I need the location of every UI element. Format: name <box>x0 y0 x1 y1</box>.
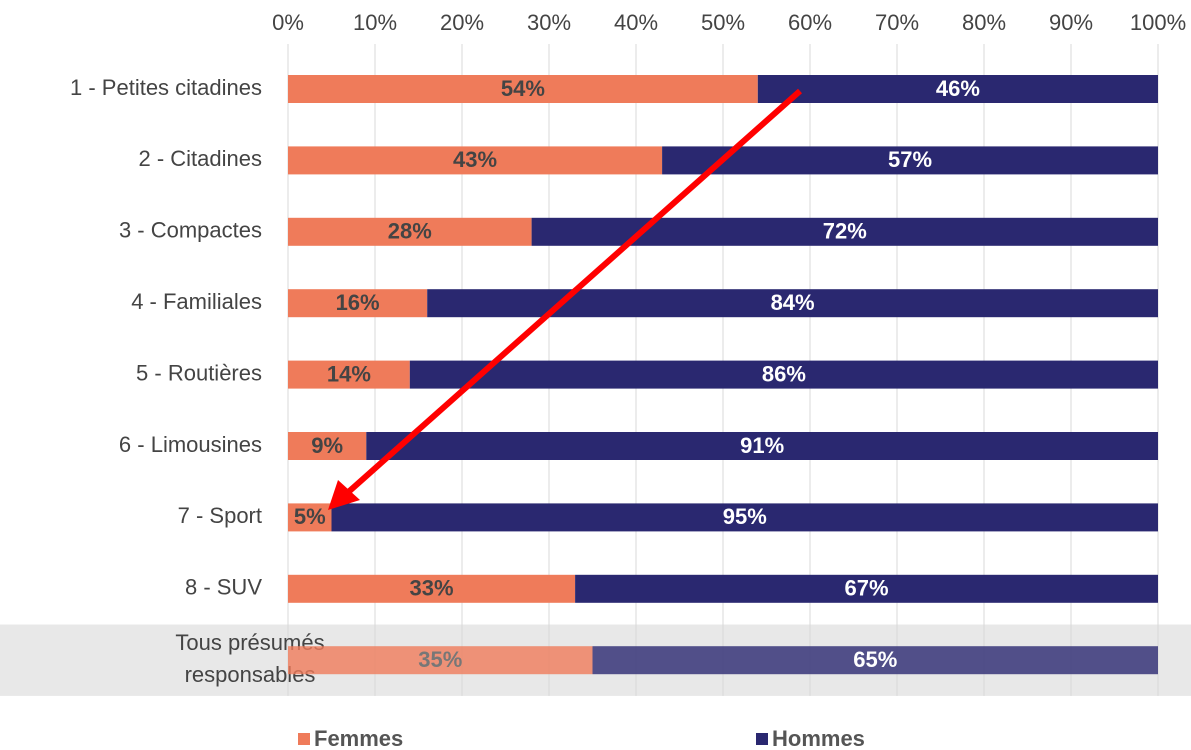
data-label: 54% <box>501 76 545 101</box>
bar-segment <box>366 432 1158 460</box>
bar-segment <box>288 289 428 318</box>
y-tick-label: 4 - Familiales <box>131 289 262 314</box>
bar-segment <box>288 217 532 246</box>
legend-swatch <box>756 733 768 745</box>
data-label: 91% <box>740 433 784 458</box>
bar-segment <box>288 146 663 175</box>
y-tick-label: 2 - Citadines <box>138 146 262 171</box>
y-tick-label: 3 - Compactes <box>119 218 262 243</box>
bar-segment <box>575 574 1158 603</box>
bar-segment <box>409 360 1158 389</box>
data-label: 35% <box>418 647 462 672</box>
y-tick-label: 5 - Routières <box>136 360 262 385</box>
data-label: 84% <box>771 290 815 315</box>
x-tick-label: 10% <box>353 10 397 35</box>
legend-swatch <box>298 733 310 745</box>
y-tick-label: 7 - Sport <box>178 503 262 528</box>
data-label: 57% <box>888 147 932 172</box>
data-label: 16% <box>336 290 380 315</box>
bar-segment <box>331 503 1158 532</box>
x-tick-label: 90% <box>1049 10 1093 35</box>
data-label: 5% <box>294 504 326 529</box>
bar-segment <box>662 146 1158 175</box>
y-tick-label: 8 - SUV <box>185 575 262 600</box>
x-tick-label: 50% <box>701 10 745 35</box>
legend-label: Femmes <box>314 726 403 750</box>
arrow-head <box>328 480 360 510</box>
bar-segment <box>592 646 1158 675</box>
data-label: 46% <box>936 76 980 101</box>
x-tick-label: 100% <box>1130 10 1186 35</box>
x-tick-label: 20% <box>440 10 484 35</box>
x-tick-label: 80% <box>962 10 1006 35</box>
y-tick-label: 6 - Limousines <box>119 432 262 457</box>
data-label: 9% <box>311 433 343 458</box>
x-tick-label: 30% <box>527 10 571 35</box>
bar-segment <box>288 360 410 389</box>
bar-segment <box>757 75 1158 103</box>
data-label: 14% <box>327 361 371 386</box>
x-tick-label: 70% <box>875 10 919 35</box>
data-label: 86% <box>762 361 806 386</box>
data-label: 72% <box>823 219 867 244</box>
data-label: 33% <box>410 576 454 601</box>
data-label: 43% <box>453 147 497 172</box>
bar-segment <box>531 217 1158 246</box>
legend-label: Hommes <box>772 726 865 750</box>
bar-segment <box>288 75 758 103</box>
data-label: 95% <box>723 504 767 529</box>
x-tick-label: 60% <box>788 10 832 35</box>
data-label: 28% <box>388 219 432 244</box>
y-tick-label: 1 - Petites citadines <box>70 75 262 100</box>
bar-segment <box>288 432 367 460</box>
data-label: 65% <box>853 647 897 672</box>
x-tick-label: 40% <box>614 10 658 35</box>
bar-segment <box>288 646 593 675</box>
data-label: 67% <box>845 576 889 601</box>
bar-segment <box>288 503 332 532</box>
bar-segment <box>288 574 576 603</box>
x-tick-label: 0% <box>272 10 304 35</box>
arrow-annotation <box>343 88 802 498</box>
